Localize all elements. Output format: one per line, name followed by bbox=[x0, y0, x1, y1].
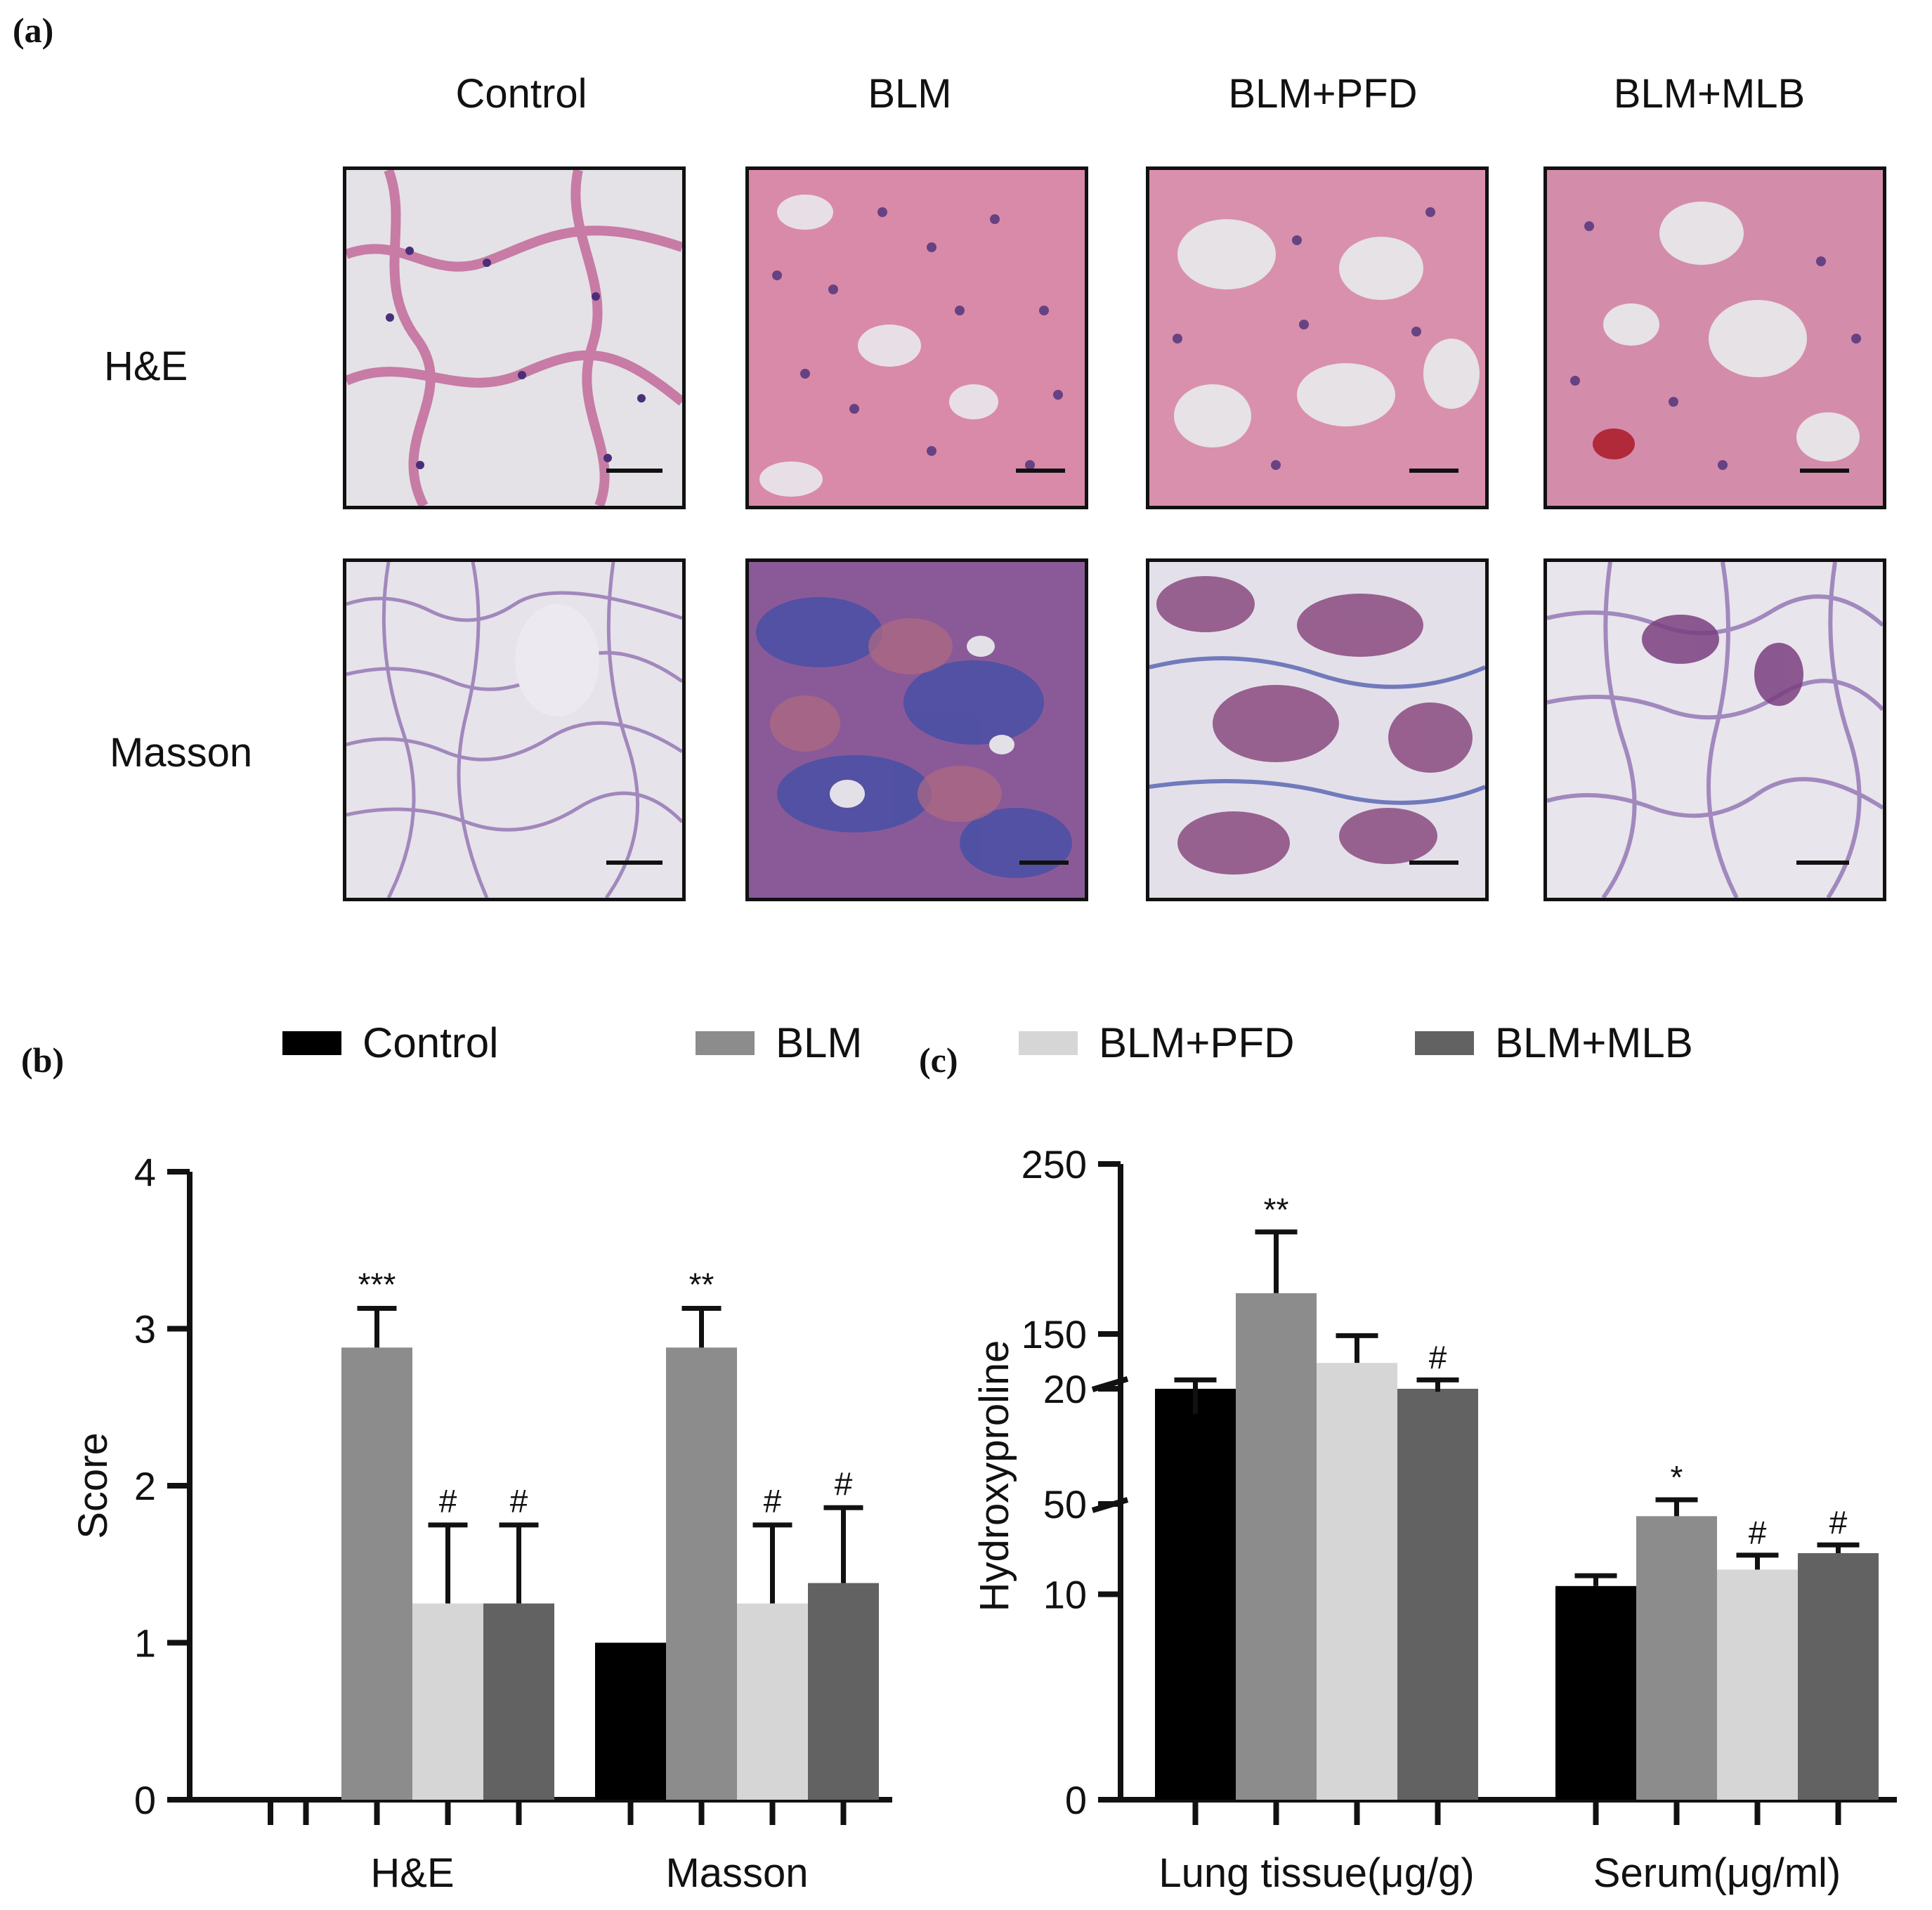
c-bar-serum-g-ml-blm-pfd bbox=[1717, 1569, 1798, 1800]
c-y-tick-label: 10 bbox=[1043, 1573, 1087, 1617]
micrograph-masson-blm-pfd bbox=[1146, 558, 1489, 901]
b-y-axis-label: Score bbox=[70, 1432, 116, 1539]
chart-legend: Control BLM BLM+PFD BLM+MLB bbox=[0, 1005, 1932, 1066]
b-significance-label: *** bbox=[358, 1266, 396, 1302]
c-significance-label: * bbox=[1671, 1459, 1683, 1496]
c-bar-serum-g-ml-blm-mlb bbox=[1798, 1553, 1879, 1800]
b-x-tick-label: Masson bbox=[665, 1850, 808, 1896]
b-significance-label: # bbox=[439, 1483, 457, 1519]
c-y-tick-label: 50 bbox=[1043, 1482, 1087, 1526]
b-bar-masson-blm-mlb bbox=[808, 1583, 879, 1800]
column-label-blm: BLM bbox=[868, 71, 952, 117]
c-significance-label: # bbox=[1829, 1504, 1848, 1541]
legend-swatch-control bbox=[282, 1031, 341, 1055]
row-label-masson: Masson bbox=[110, 730, 253, 776]
legend-swatch-blm-pfd bbox=[1019, 1031, 1078, 1055]
column-label-blm-mlb: BLM+MLB bbox=[1613, 71, 1806, 117]
legend-swatch-blm bbox=[696, 1031, 755, 1055]
c-x-tick-label: Lung tissue(μg/g) bbox=[1158, 1850, 1474, 1896]
c-significance-label: ** bbox=[1264, 1191, 1289, 1228]
b-bar-masson-blm bbox=[666, 1347, 737, 1800]
c-axis-break-mark bbox=[1091, 1376, 1129, 1392]
panel-c-label: (c) bbox=[919, 1040, 958, 1080]
c-y-tick-label: 0 bbox=[1065, 1778, 1087, 1822]
b-bar-h-e-blm-mlb bbox=[483, 1603, 554, 1800]
column-label-control: Control bbox=[455, 71, 587, 117]
c-bar-lung-tissue-g-g-control-lower bbox=[1155, 1389, 1236, 1800]
legend-swatch-blm-mlb bbox=[1415, 1031, 1474, 1055]
panel-b-label: (b) bbox=[21, 1040, 65, 1080]
legend-label-control: Control bbox=[363, 1019, 499, 1066]
c-x-tick-label: Serum(μg/ml) bbox=[1593, 1850, 1841, 1896]
b-significance-label: # bbox=[510, 1483, 528, 1519]
micrograph-masson-control bbox=[343, 558, 686, 901]
c-axis-break-mark bbox=[1091, 1497, 1129, 1513]
micrograph-he-control bbox=[343, 166, 686, 509]
legend-label-blm: BLM bbox=[776, 1019, 863, 1066]
micrograph-he-blm-mlb bbox=[1543, 166, 1886, 509]
b-y-tick-label: 2 bbox=[134, 1464, 156, 1508]
b-bar-masson-control bbox=[595, 1642, 666, 1800]
b-y-tick-label: 1 bbox=[134, 1621, 156, 1666]
b-significance-label: ** bbox=[689, 1266, 714, 1302]
legend-item-control: Control bbox=[282, 1019, 498, 1067]
c-bar-lung-tissue-g-g-blm-pfd-lower bbox=[1317, 1389, 1397, 1800]
b-x-tick-label: H&E bbox=[370, 1850, 454, 1896]
c-bar-lung-tissue-g-g-blm-mlb-lower bbox=[1397, 1389, 1478, 1800]
legend-label-blm-pfd: BLM+PFD bbox=[1099, 1019, 1295, 1066]
panel-a-label: (a) bbox=[13, 11, 54, 50]
row-label-he: H&E bbox=[104, 344, 188, 389]
micrograph-masson-blm bbox=[745, 558, 1088, 901]
legend-item-blm-mlb: BLM+MLB bbox=[1415, 1019, 1693, 1067]
c-bar-serum-g-ml-blm bbox=[1636, 1516, 1717, 1800]
micrograph-he-blm-pfd bbox=[1146, 166, 1489, 509]
c-y-tick-label: 20 bbox=[1043, 1367, 1087, 1411]
c-y-axis-label: Hydroxyproline bbox=[972, 1340, 1017, 1612]
b-y-tick-label: 0 bbox=[134, 1778, 156, 1822]
b-y-tick-label: 3 bbox=[134, 1307, 156, 1352]
legend-item-blm-pfd: BLM+PFD bbox=[1019, 1019, 1294, 1067]
c-y-tick-label: 150 bbox=[1022, 1312, 1087, 1356]
c-y-tick-label: 250 bbox=[1022, 1142, 1087, 1186]
micrograph-he-blm bbox=[745, 166, 1088, 509]
legend-item-blm: BLM bbox=[696, 1019, 862, 1067]
b-significance-label: # bbox=[764, 1483, 782, 1519]
column-label-blm-pfd: BLM+PFD bbox=[1228, 71, 1418, 117]
b-bar-masson-blm-pfd bbox=[737, 1603, 808, 1800]
c-significance-label: # bbox=[1749, 1515, 1767, 1551]
c-bar-lung-tissue-g-g-blm-lower bbox=[1236, 1389, 1317, 1800]
legend-label-blm-mlb: BLM+MLB bbox=[1495, 1019, 1693, 1066]
micrograph-masson-blm-mlb bbox=[1543, 558, 1886, 901]
c-significance-label: # bbox=[1429, 1339, 1447, 1375]
b-y-tick-label: 4 bbox=[134, 1150, 156, 1194]
b-significance-label: # bbox=[835, 1465, 853, 1502]
b-bar-h-e-blm-pfd bbox=[412, 1603, 483, 1800]
c-bar-serum-g-ml-control bbox=[1555, 1585, 1636, 1800]
b-bar-h-e-blm bbox=[341, 1347, 412, 1800]
